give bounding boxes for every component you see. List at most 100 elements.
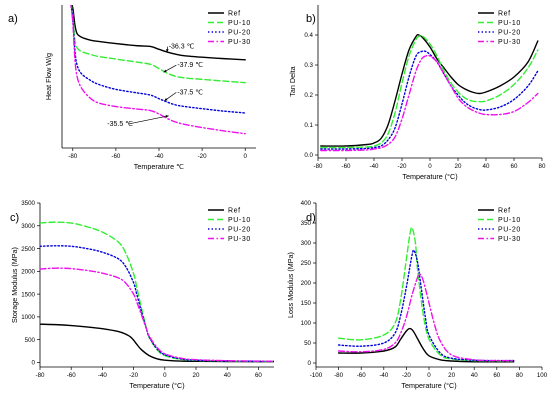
- x-tick-label: 60: [255, 372, 262, 379]
- legend-label: PU-20: [228, 226, 251, 233]
- y-tick-label: 0: [32, 360, 36, 367]
- x-tick-label: 80: [539, 163, 546, 170]
- annotation-arrowhead: [165, 49, 169, 53]
- annotation-label: -37.9 ℃: [177, 62, 203, 69]
- series-line-ref: [71, 5, 246, 61]
- x-tick-label: -60: [67, 372, 77, 379]
- x-tick-label: -60: [111, 153, 121, 160]
- chart-panel-b: -80 -60 -40 -20 0 20 40 60 80 0.0 0.1 0.2 0.3 0.4 Temp…: [288, 5, 546, 181]
- x-tick-label: -80: [314, 163, 324, 170]
- y-tick-label: 0.0: [304, 152, 313, 159]
- annotation-arrowhead: [165, 115, 169, 118]
- x-tick-label: 40: [471, 372, 478, 379]
- x-tick-label: -100: [310, 372, 323, 379]
- y-tick-label: 2000: [21, 269, 35, 276]
- series-group: [40, 221, 274, 363]
- legend-label: PU-10: [498, 217, 521, 224]
- y-tick-label: 150: [301, 300, 312, 307]
- legend-label: PU-30: [498, 236, 521, 243]
- legend-label: PU-20: [228, 29, 251, 36]
- y-tick-label: 1000: [21, 314, 35, 321]
- x-tick-label: -40: [370, 163, 380, 170]
- series-line-pu-20: [320, 50, 539, 150]
- legend-label: PU-10: [228, 20, 251, 27]
- y-tick-label: 1500: [21, 291, 35, 298]
- x-tick-label: 0: [427, 372, 431, 379]
- chart-panel-d: -100 -80 -60 -40 -20 0 20 40 60 80 100 0 50 100 150 200…: [286, 200, 548, 390]
- y-tick-label: 200: [301, 280, 312, 287]
- x-tick-label: -80: [68, 153, 78, 160]
- annotation-label: -35.5 ℃: [107, 121, 133, 128]
- annotation-arrowhead: [163, 69, 167, 73]
- panel-label: b): [306, 13, 316, 25]
- x-tick-label: 0: [163, 372, 167, 379]
- y-tick-label: 0: [308, 360, 312, 367]
- x-axis-title: Temperature (°C): [402, 172, 457, 181]
- x-tick-label: 60: [511, 163, 518, 170]
- y-tick-label: 0.1: [304, 122, 313, 129]
- y-tick-label: 50: [304, 340, 311, 347]
- series-line-pu-10: [40, 221, 274, 363]
- series-line-pu-20: [337, 249, 515, 362]
- series-line-pu-30: [70, 5, 246, 135]
- x-tick-label: -80: [36, 372, 46, 379]
- y-tick-label: 0.2: [304, 92, 313, 99]
- series-line-pu-20: [40, 245, 274, 363]
- legend-label: Ref: [498, 10, 511, 17]
- x-tick-label: -20: [402, 372, 412, 379]
- x-axis-title: Temperature (°C): [401, 381, 456, 390]
- x-tick-label: -40: [155, 153, 165, 160]
- legend-label: Ref: [228, 207, 241, 214]
- series-line-pu-10: [70, 5, 246, 84]
- panel-label: c): [10, 212, 19, 224]
- x-axis-title: Temperature ℃: [134, 162, 184, 171]
- legend: Ref PU-10 PU-20 PU-30: [208, 207, 251, 243]
- legend-label: PU-20: [498, 226, 521, 233]
- y-tick-label: 400: [301, 200, 312, 207]
- legend-label: PU-30: [228, 236, 251, 243]
- y-tick-label: 0.3: [304, 62, 313, 69]
- series-line-ref: [337, 327, 515, 363]
- x-tick-label: -60: [342, 163, 352, 170]
- x-tick-label: 0: [243, 153, 247, 160]
- panel-label: a): [8, 13, 18, 25]
- y-axis-title: Loss Modulus (MPa): [286, 252, 295, 318]
- x-tick-label: -20: [129, 372, 139, 379]
- panel-label: d): [306, 212, 316, 224]
- y-tick-label: 350: [301, 220, 312, 227]
- series-line-ref: [40, 323, 274, 363]
- legend: Ref PU-10 PU-20 PU-30: [478, 207, 521, 243]
- legend-label: PU-30: [498, 39, 521, 46]
- series-line-pu-20: [70, 5, 246, 114]
- series-group: [70, 5, 246, 135]
- series-line-pu-30: [40, 267, 274, 362]
- y-tick-label: 2500: [21, 246, 35, 253]
- series-line-ref: [320, 34, 539, 147]
- series-line-pu-10: [337, 226, 515, 362]
- annotation-label: -36.3 ℃: [169, 44, 195, 51]
- y-tick-label: 300: [301, 240, 312, 247]
- legend: Ref PU-10 PU-20 PU-30: [478, 10, 521, 46]
- y-tick-label: 500: [25, 337, 36, 344]
- y-tick-label: 0.4: [304, 32, 313, 39]
- legend-label: PU-10: [228, 217, 251, 224]
- x-tick-label: 100: [537, 372, 548, 379]
- x-tick-label: 20: [193, 372, 200, 379]
- x-tick-label: 60: [493, 372, 500, 379]
- chart-panel-a: -80 -60 -40 -20 0 Temperature ℃ Heat Flow W/g a…: [8, 5, 256, 171]
- series-line-pu-30: [320, 54, 539, 152]
- y-axis-title: Tan Delta: [288, 66, 297, 96]
- legend-label: PU-30: [228, 39, 251, 46]
- x-tick-label: -60: [357, 372, 367, 379]
- series-group: [337, 226, 515, 363]
- series-line-pu-30: [337, 273, 515, 362]
- y-tick-label: 250: [301, 260, 312, 267]
- x-tick-label: -40: [379, 372, 389, 379]
- y-axis-title: Heat Flow W/g: [44, 53, 53, 100]
- x-tick-label: 40: [224, 372, 231, 379]
- annotation-arrowhead: [164, 98, 168, 101]
- x-tick-label: 0: [428, 163, 432, 170]
- x-tick-label: 20: [448, 372, 455, 379]
- x-tick-label: 40: [483, 163, 490, 170]
